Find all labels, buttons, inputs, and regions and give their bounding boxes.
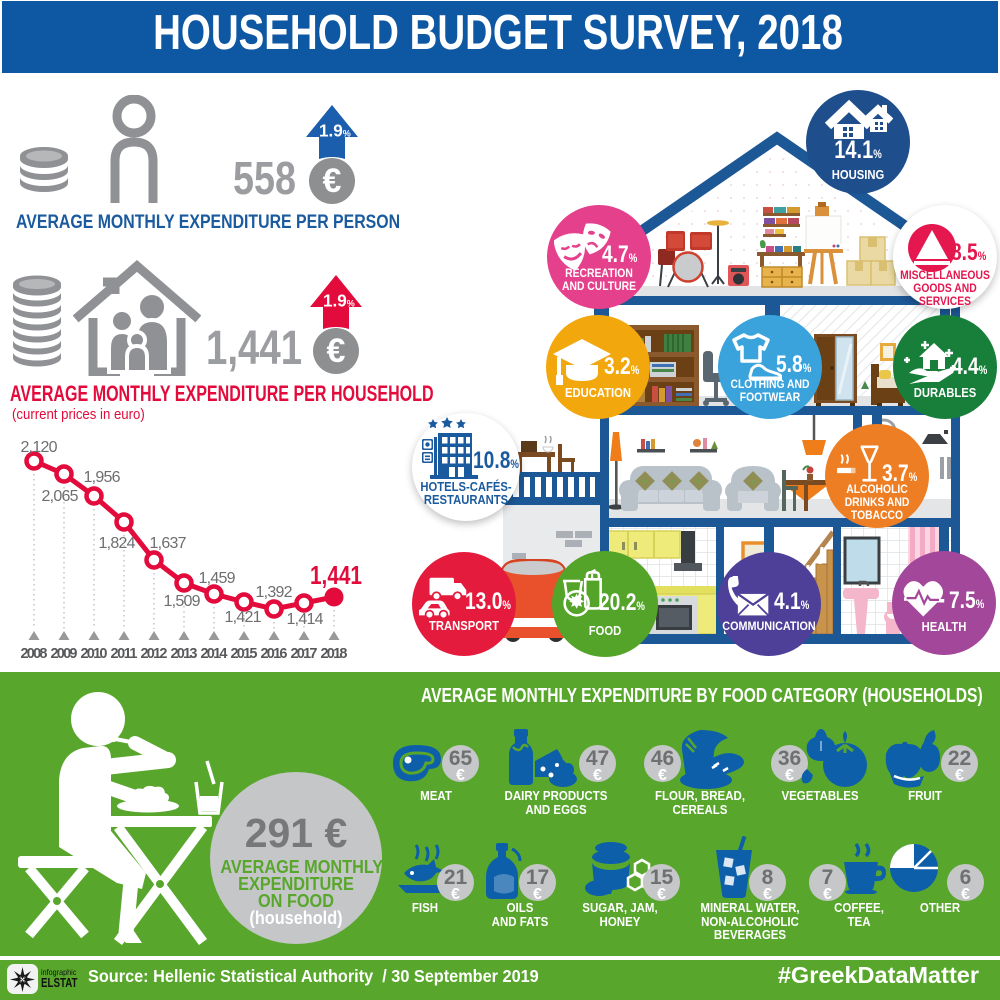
- svg-text:2014: 2014: [201, 646, 228, 662]
- svg-text:2013: 2013: [171, 646, 198, 662]
- svg-text:2008: 2008: [21, 646, 48, 662]
- svg-text:2,065: 2,065: [42, 488, 79, 505]
- svg-text:1,414: 1,414: [287, 611, 324, 628]
- svg-text:1,509: 1,509: [164, 593, 201, 610]
- svg-text:1,956: 1,956: [84, 469, 121, 486]
- svg-text:1,421: 1,421: [225, 609, 262, 626]
- svg-text:2015: 2015: [231, 646, 258, 662]
- svg-text:2017: 2017: [291, 646, 318, 662]
- svg-text:2012: 2012: [141, 646, 168, 662]
- svg-text:1,459: 1,459: [199, 570, 236, 587]
- svg-text:2009: 2009: [51, 646, 78, 662]
- svg-text:2016: 2016: [261, 646, 288, 662]
- svg-text:2,120: 2,120: [21, 439, 58, 456]
- svg-text:1,441: 1,441: [310, 560, 362, 590]
- svg-text:2010: 2010: [81, 646, 108, 662]
- svg-text:2011: 2011: [111, 646, 138, 662]
- svg-text:2018: 2018: [321, 646, 348, 662]
- svg-text:1,637: 1,637: [150, 535, 187, 552]
- svg-text:1,824: 1,824: [99, 535, 136, 552]
- svg-text:1,392: 1,392: [256, 584, 293, 601]
